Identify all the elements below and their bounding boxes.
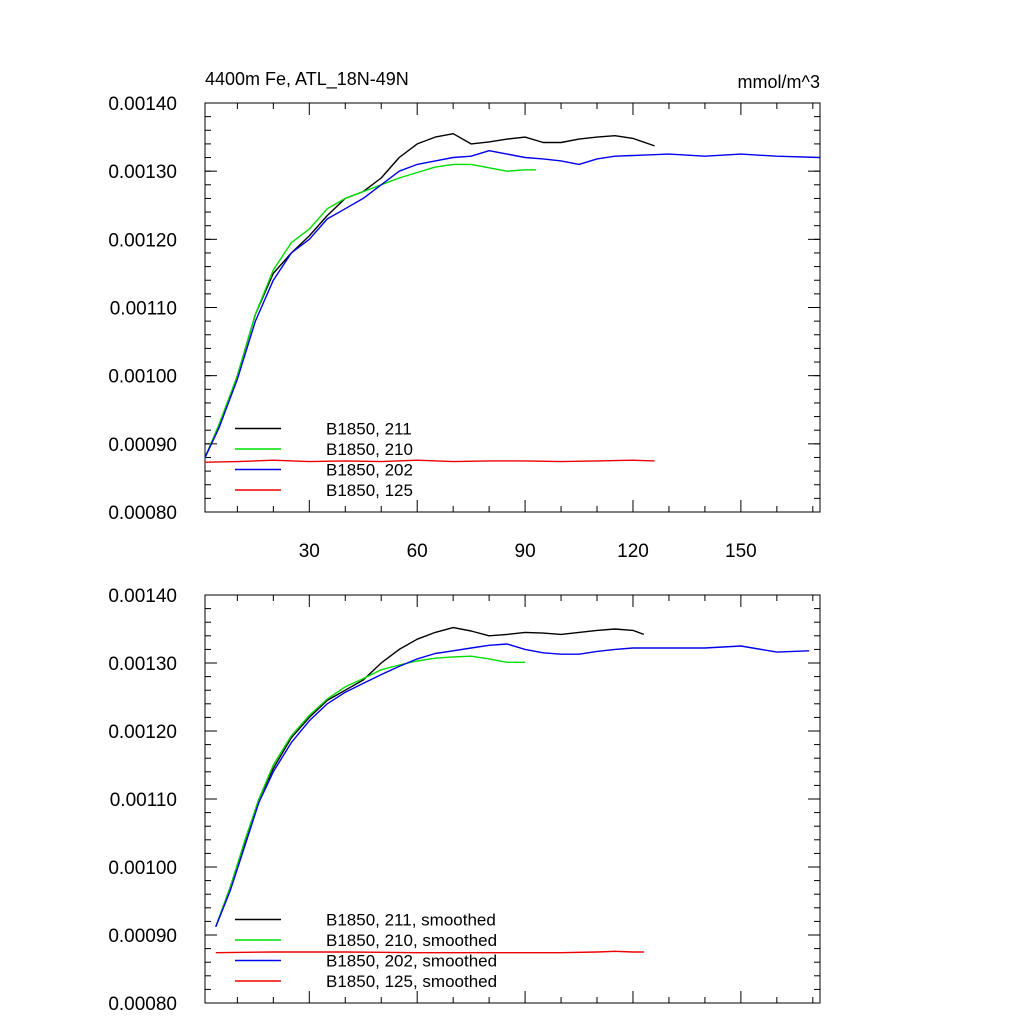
legend-label-1: B1850, 211, smoothed bbox=[326, 911, 496, 930]
y-tick-label: 0.00110 bbox=[110, 790, 177, 811]
legend-label-1: B1850, 211 bbox=[326, 420, 412, 439]
legend-label-2: B1850, 210 bbox=[326, 440, 413, 459]
y-tick-label: 0.00080 bbox=[108, 994, 177, 1015]
y-tick-label: 0.00130 bbox=[108, 654, 177, 675]
x-tick-label: 60 bbox=[407, 541, 428, 562]
x-tick-label: 150 bbox=[725, 541, 757, 562]
units-label: mmol/m^3 bbox=[738, 72, 820, 92]
y-tick-label: 0.00090 bbox=[108, 926, 177, 947]
y-tick-label: 0.00100 bbox=[108, 858, 177, 879]
legend-label-4: B1850, 125 bbox=[326, 481, 413, 500]
chart-panel-1: 0.00080 0.00090 0.00100 0.00110 0.00120 0.001… bbox=[108, 69, 821, 562]
x-tick-label: 90 bbox=[515, 541, 536, 562]
series-line-2 bbox=[204, 163, 536, 458]
y-tick-label: 0.00120 bbox=[108, 230, 177, 251]
x-tick-label: 30 bbox=[299, 541, 320, 562]
legend-label-3: B1850, 202 bbox=[326, 461, 413, 480]
legend-label-2: B1850, 210, smoothed bbox=[326, 931, 497, 950]
y-tick-label: 0.00120 bbox=[108, 722, 177, 743]
legend-label-4: B1850, 125, smoothed bbox=[326, 972, 497, 991]
series-line-3 bbox=[204, 149, 821, 458]
y-tick-label: 0.00130 bbox=[108, 162, 177, 183]
y-tick-label: 0.00080 bbox=[108, 503, 177, 524]
chart-panel-2: 0.00080 0.00090 0.00100 0.00110 0.00120 0.001… bbox=[108, 586, 821, 1015]
series-line-1 bbox=[215, 626, 645, 928]
y-tick-label: 0.00140 bbox=[108, 94, 177, 115]
plot-frame bbox=[204, 102, 821, 513]
series-line-4 bbox=[215, 950, 644, 954]
series-line-3 bbox=[215, 643, 810, 928]
y-tick-label: 0.00140 bbox=[108, 586, 177, 607]
y-tick-label: 0.00110 bbox=[110, 299, 177, 320]
legend-label-3: B1850, 202, smoothed bbox=[326, 952, 497, 971]
series-line-4 bbox=[204, 459, 655, 463]
y-tick-label: 0.00090 bbox=[108, 435, 177, 456]
y-tick-label: 0.00100 bbox=[108, 367, 177, 388]
chart-title: 4400m Fe, ATL_18N-49N bbox=[205, 69, 409, 90]
series-line-1 bbox=[204, 132, 655, 458]
series-line-2 bbox=[215, 655, 526, 928]
x-tick-label: 120 bbox=[617, 541, 649, 562]
plot-frame bbox=[204, 594, 821, 1004]
